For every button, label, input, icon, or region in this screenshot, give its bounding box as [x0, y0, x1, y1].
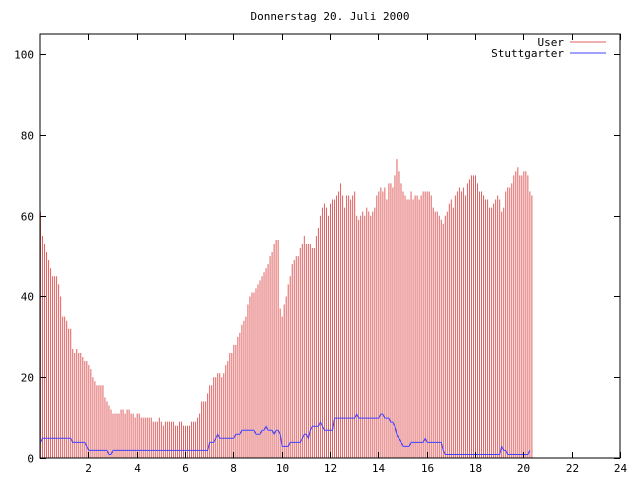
x-tick-label: 22	[566, 462, 579, 475]
y-tick-label: 20	[21, 372, 34, 385]
y-tick-label: 0	[27, 453, 34, 466]
y-tick-label: 40	[21, 291, 34, 304]
user-impulses	[40, 159, 533, 458]
legend-label-user: User	[538, 36, 565, 49]
x-tick-label: 24	[614, 462, 628, 475]
x-tick-label: 16	[421, 462, 434, 475]
x-tick-label: 10	[276, 462, 289, 475]
y-tick-label: 60	[21, 211, 34, 224]
y-tick-label: 100	[14, 49, 34, 62]
x-tick-label: 20	[517, 462, 530, 475]
stuttgarter-line	[40, 412, 531, 455]
x-tick-label: 2	[85, 462, 92, 475]
y-tick-label: 80	[21, 130, 34, 143]
x-tick-label: 18	[469, 462, 482, 475]
legend-label-stuttgarter: Stuttgarter	[491, 47, 564, 60]
y-axis-ticks: 0 20 40 60 80 100	[14, 49, 620, 466]
x-tick-label: 12	[324, 462, 337, 475]
x-tick-label: 6	[182, 462, 189, 475]
x-axis-ticks: 2 4 6 8 10 12 14 16 18 20 22 24	[85, 34, 627, 475]
legend: User Stuttgarter	[491, 36, 606, 60]
x-tick-label: 14	[372, 462, 386, 475]
chart-title: Donnerstag 20. Juli 2000	[251, 10, 410, 23]
x-tick-label: 8	[230, 462, 237, 475]
x-tick-label: 4	[134, 462, 141, 475]
